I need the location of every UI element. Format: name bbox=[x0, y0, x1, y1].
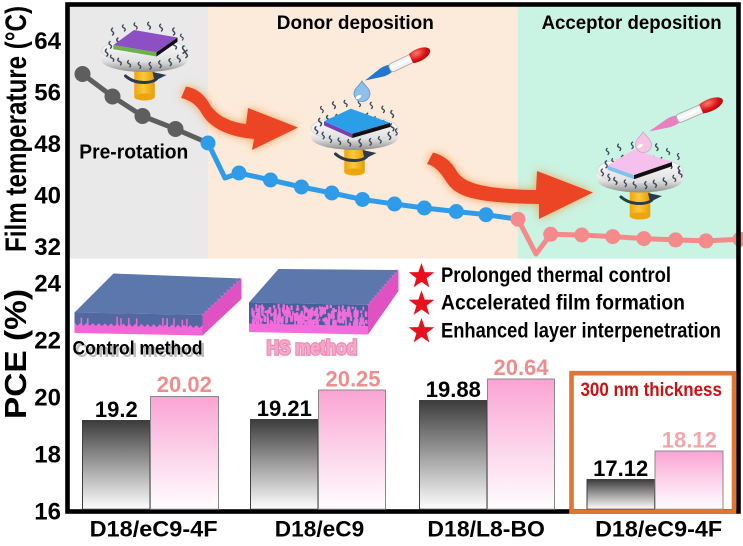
svg-text:32: 32 bbox=[34, 234, 61, 261]
svg-text:20: 20 bbox=[34, 385, 61, 412]
svg-text:300 nm thickness: 300 nm thickness bbox=[580, 380, 722, 401]
svg-text:18: 18 bbox=[34, 442, 61, 469]
svg-text:Enhanced layer interpenetratio: Enhanced layer interpenetration bbox=[441, 319, 721, 342]
svg-text:22: 22 bbox=[34, 328, 61, 355]
svg-text:20.25: 20.25 bbox=[325, 366, 380, 391]
svg-text:19.88: 19.88 bbox=[426, 377, 481, 402]
svg-text:D18/eC9-4F: D18/eC9-4F bbox=[90, 517, 218, 542]
svg-text:64: 64 bbox=[34, 28, 61, 55]
svg-text:Prolonged thermal control: Prolonged thermal control bbox=[441, 264, 671, 287]
svg-text:40: 40 bbox=[34, 183, 61, 210]
svg-text:24: 24 bbox=[34, 271, 61, 298]
svg-text:20.64: 20.64 bbox=[493, 355, 549, 380]
svg-text:Accelerated film formation: Accelerated film formation bbox=[441, 292, 685, 315]
svg-text:17.12: 17.12 bbox=[593, 456, 648, 481]
svg-text:Acceptor deposition: Acceptor deposition bbox=[542, 13, 722, 34]
svg-text:48: 48 bbox=[34, 131, 61, 158]
svg-text:PCE (%): PCE (%) bbox=[0, 289, 33, 419]
svg-text:56: 56 bbox=[34, 80, 61, 107]
svg-text:19.2: 19.2 bbox=[95, 397, 138, 422]
svg-text:HS method: HS method bbox=[267, 337, 358, 359]
svg-text:16: 16 bbox=[34, 499, 61, 526]
svg-text:18.12: 18.12 bbox=[662, 427, 717, 452]
svg-text:Pre-rotation: Pre-rotation bbox=[79, 142, 188, 164]
svg-text:Donor deposition: Donor deposition bbox=[277, 13, 434, 34]
svg-text:D18/L8-BO: D18/L8-BO bbox=[427, 517, 545, 542]
svg-text:D18/eC9-4F: D18/eC9-4F bbox=[595, 517, 722, 542]
svg-text:19.21: 19.21 bbox=[257, 396, 312, 421]
svg-text:Control method: Control method bbox=[73, 339, 203, 360]
svg-text:Film temperature (°C): Film temperature (°C) bbox=[0, 6, 33, 252]
svg-text:20.02: 20.02 bbox=[157, 372, 212, 397]
svg-text:D18/eC9: D18/eC9 bbox=[275, 517, 365, 542]
